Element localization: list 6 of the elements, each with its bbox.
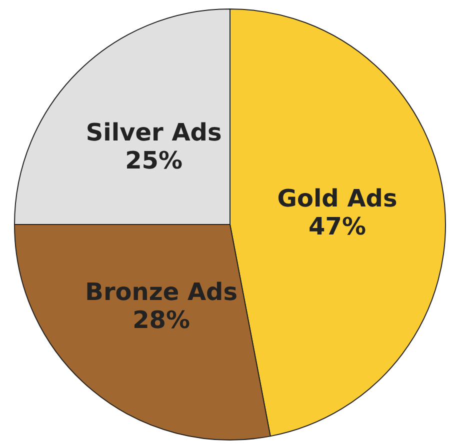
slice-label: Gold Ads [277,184,398,213]
data-label: 28% [132,306,190,334]
data-label: 47% [308,212,366,241]
data-label: 25% [125,146,183,175]
slice-label: Bronze Ads [85,278,238,306]
slice-label: Silver Ads [86,118,222,147]
